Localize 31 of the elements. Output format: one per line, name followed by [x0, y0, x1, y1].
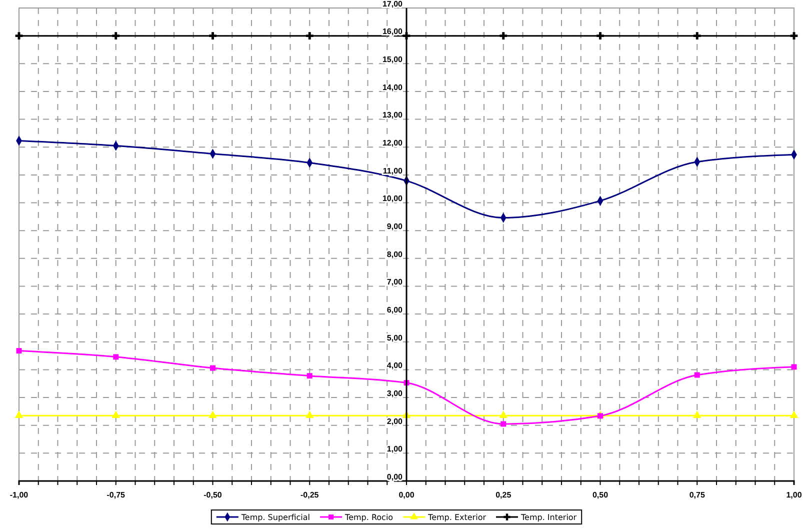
y-tick-label: 2,00: [386, 416, 404, 426]
legend-label: Temp. Exterior: [427, 513, 487, 522]
y-tick-label: 3,00: [386, 388, 404, 398]
y-tick-label: 0,00: [386, 472, 404, 482]
y-tick-label: 11,00: [382, 166, 404, 176]
x-tick-label: -0,50: [204, 490, 222, 500]
y-tick-label: 14,00: [382, 82, 404, 92]
x-tick-label: -1,00: [10, 490, 29, 500]
legend-label: Temp. Superficial: [240, 513, 310, 522]
y-tick-label: 15,00: [382, 55, 404, 64]
y-tick-label: 16,00: [382, 27, 404, 36]
y-tick-label: 17,00: [382, 0, 404, 8]
x-tick-label: -0,25: [300, 490, 320, 500]
x-tick-label: 0,50: [592, 490, 609, 500]
legend-label: Temp. Interior: [520, 513, 578, 522]
y-tick-label: 13,00: [382, 110, 404, 120]
x-tick-label: 1,00: [786, 490, 802, 500]
y-tick-label: 6,00: [386, 305, 404, 314]
y-tick-label: 1,00: [386, 444, 404, 454]
y-tick-label: 5,00: [386, 333, 404, 342]
y-tick-label: 12,00: [382, 138, 404, 148]
y-tick-label: 8,00: [386, 250, 404, 259]
y-tick-label: 9,00: [386, 222, 404, 231]
y-tick-label: 4,00: [386, 361, 404, 370]
y-tick-label: 7,00: [386, 278, 404, 287]
y-tick-label: 10,00: [382, 194, 404, 204]
x-tick-label: 0,25: [496, 490, 512, 500]
x-tick-label: 0,75: [689, 490, 706, 500]
legend-label: Temp. Rocio: [344, 513, 394, 522]
x-tick-label: -0,75: [106, 490, 126, 500]
x-tick-label: 0,00: [398, 490, 415, 500]
